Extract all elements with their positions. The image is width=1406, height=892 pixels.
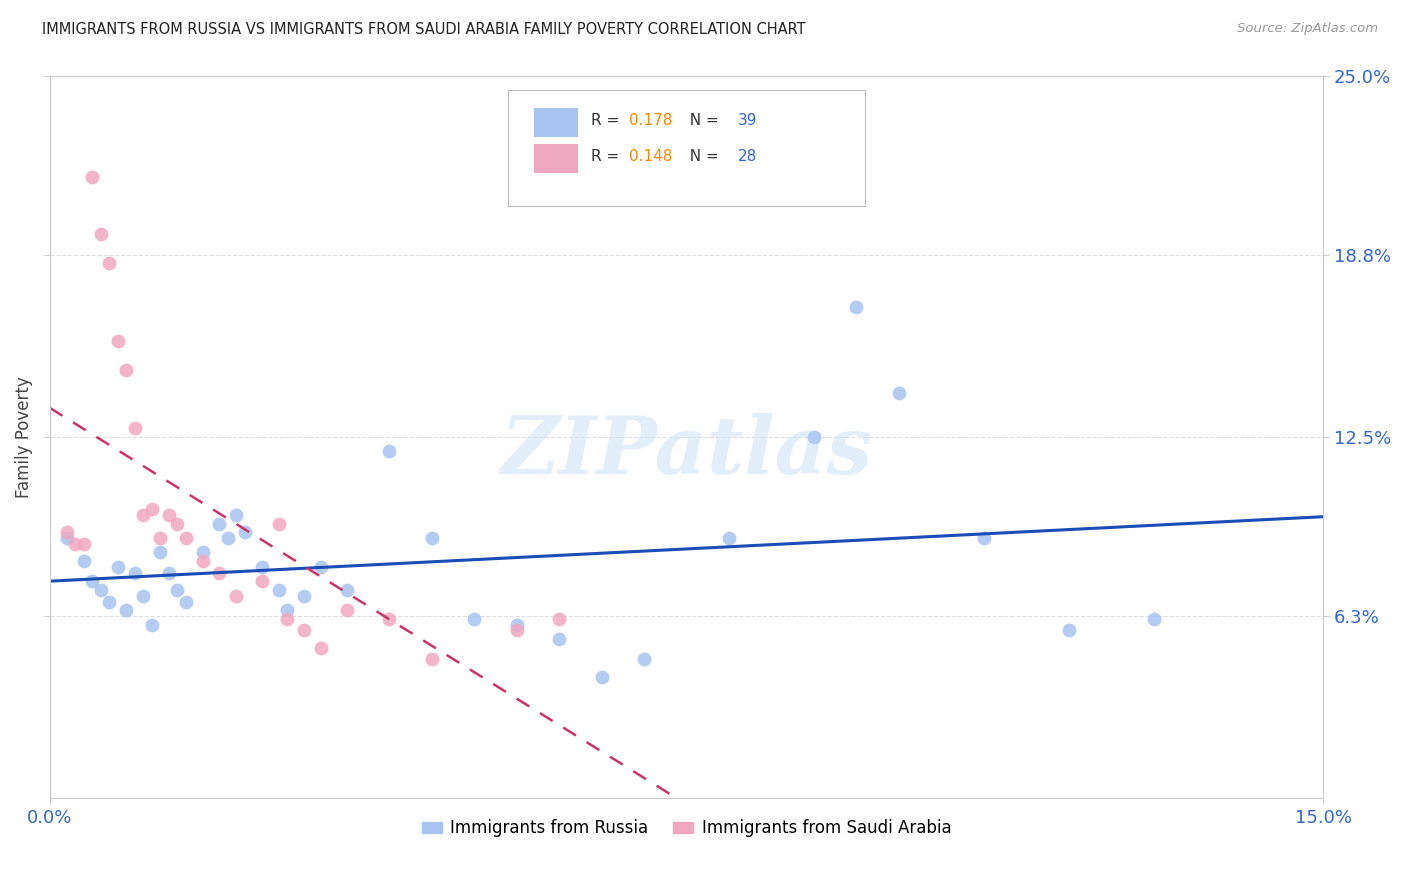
Point: [311, 560, 333, 574]
Point: [208, 516, 231, 531]
Point: [72, 537, 94, 551]
Point: [420, 531, 443, 545]
Point: [191, 554, 214, 568]
Point: [378, 612, 401, 626]
Point: [717, 531, 740, 545]
Point: [294, 624, 316, 638]
Point: [420, 652, 443, 666]
Point: [250, 560, 273, 574]
Text: R =: R =: [591, 149, 624, 164]
Point: [157, 508, 180, 522]
Point: [141, 502, 163, 516]
Point: [505, 617, 527, 632]
Point: [55, 525, 77, 540]
Point: [55, 531, 77, 545]
Point: [174, 594, 197, 608]
FancyBboxPatch shape: [508, 90, 865, 205]
Point: [149, 545, 172, 559]
Point: [107, 560, 129, 574]
Point: [115, 363, 138, 377]
Point: [267, 582, 290, 597]
Text: 28: 28: [737, 149, 756, 164]
Point: [1057, 624, 1080, 638]
Point: [336, 582, 359, 597]
Point: [548, 632, 571, 647]
Point: [233, 525, 256, 540]
Point: [63, 537, 86, 551]
Point: [267, 516, 290, 531]
Point: [887, 386, 910, 401]
Point: [82, 169, 104, 184]
Point: [217, 531, 239, 545]
Text: 39: 39: [737, 112, 756, 128]
Text: N =: N =: [681, 149, 724, 164]
Point: [591, 670, 613, 684]
Point: [378, 444, 401, 458]
Text: 0.178: 0.178: [630, 112, 672, 128]
Point: [115, 603, 138, 617]
Text: Source: ZipAtlas.com: Source: ZipAtlas.com: [1237, 22, 1378, 36]
FancyBboxPatch shape: [534, 108, 578, 137]
Point: [82, 574, 104, 589]
FancyBboxPatch shape: [534, 145, 578, 173]
Point: [141, 617, 163, 632]
Legend: Immigrants from Russia, Immigrants from Saudi Arabia: Immigrants from Russia, Immigrants from …: [415, 813, 957, 844]
Text: IMMIGRANTS FROM RUSSIA VS IMMIGRANTS FROM SAUDI ARABIA FAMILY POVERTY CORRELATIO: IMMIGRANTS FROM RUSSIA VS IMMIGRANTS FRO…: [42, 22, 806, 37]
Point: [294, 589, 316, 603]
Point: [98, 256, 121, 270]
Point: [311, 640, 333, 655]
Point: [845, 300, 868, 314]
Point: [803, 430, 825, 444]
Point: [225, 508, 247, 522]
Point: [548, 612, 571, 626]
Point: [225, 589, 247, 603]
Point: [98, 594, 121, 608]
Point: [72, 554, 94, 568]
Text: ZIPatlas: ZIPatlas: [501, 412, 873, 490]
Point: [191, 545, 214, 559]
Point: [166, 582, 188, 597]
Point: [132, 508, 155, 522]
Point: [973, 531, 995, 545]
Point: [208, 566, 231, 580]
Point: [276, 612, 298, 626]
Point: [124, 421, 146, 435]
Text: R =: R =: [591, 112, 624, 128]
Point: [463, 612, 485, 626]
Point: [124, 566, 146, 580]
Point: [336, 603, 359, 617]
Y-axis label: Family Poverty: Family Poverty: [15, 376, 32, 498]
Point: [149, 531, 172, 545]
Point: [157, 566, 180, 580]
Point: [132, 589, 155, 603]
Point: [505, 624, 527, 638]
Text: N =: N =: [681, 112, 724, 128]
Point: [1142, 612, 1164, 626]
Point: [250, 574, 273, 589]
Point: [633, 652, 655, 666]
Point: [107, 334, 129, 349]
Point: [174, 531, 197, 545]
Point: [276, 603, 298, 617]
Point: [166, 516, 188, 531]
Text: 0.148: 0.148: [630, 149, 672, 164]
Point: [90, 582, 112, 597]
Point: [90, 227, 112, 242]
